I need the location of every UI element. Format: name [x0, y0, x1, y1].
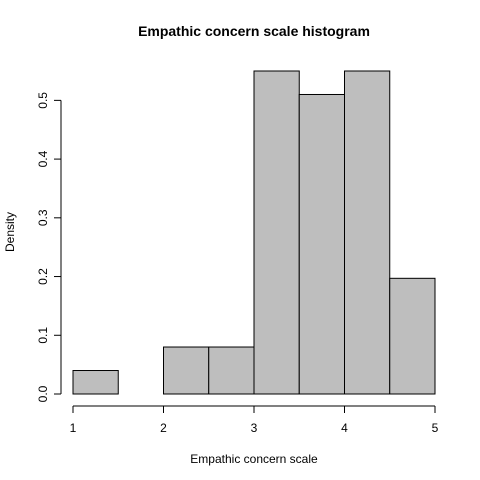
y-tick-label: 0.2 — [36, 268, 50, 285]
y-tick-label: 0.5 — [36, 92, 50, 109]
y-tick-label: 0.1 — [36, 327, 50, 344]
histogram-bar — [298, 93, 345, 395]
histogram-bar — [344, 70, 391, 395]
y-axis-label: Density — [3, 212, 17, 252]
y-tick-label: 0.4 — [36, 150, 50, 167]
y-tick-label: 0.3 — [36, 209, 50, 226]
x-tick-label: 4 — [341, 421, 348, 435]
x-axis: 1 2 3 4 5 — [70, 405, 439, 435]
histogram-bar — [208, 346, 255, 395]
histogram-bar — [253, 70, 300, 395]
histogram-bar — [389, 277, 436, 395]
x-tick-label: 5 — [432, 421, 439, 435]
x-axis-label: Empathic concern scale — [190, 452, 318, 466]
x-tick-label: 3 — [251, 421, 258, 435]
histogram-bar — [163, 346, 210, 395]
y-tick-label: 0.0 — [36, 385, 50, 402]
x-tick-label: 2 — [160, 421, 167, 435]
y-axis: 0.0 0.1 0.2 0.3 0.4 0.5 — [36, 92, 62, 402]
x-tick-label: 1 — [70, 421, 77, 435]
chart-title: Empathic concern scale histogram — [138, 23, 370, 39]
histogram-bar — [72, 370, 119, 395]
bars-group — [72, 70, 436, 395]
